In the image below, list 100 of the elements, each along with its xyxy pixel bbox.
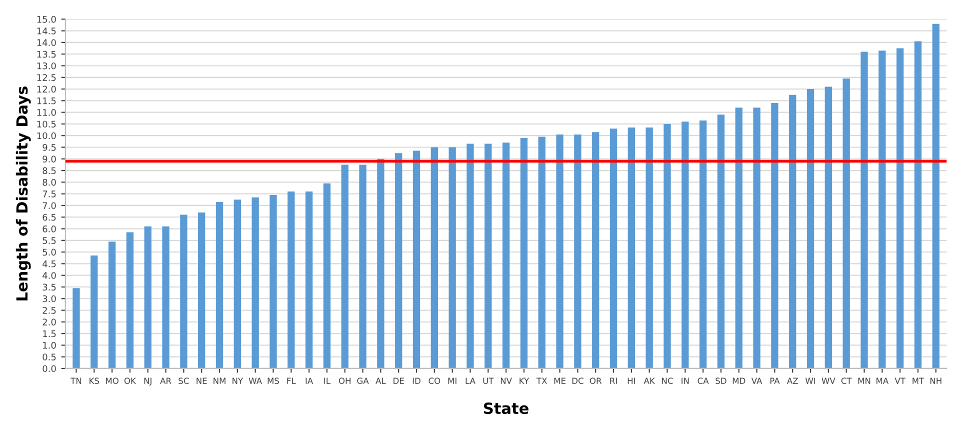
x-tick-label: TN <box>70 378 82 384</box>
bar <box>717 114 725 368</box>
y-tick-label: 2.0 <box>42 318 56 326</box>
bar <box>699 120 707 368</box>
bar <box>108 242 116 368</box>
bar <box>252 197 259 368</box>
bar <box>341 164 348 368</box>
bar <box>430 147 438 368</box>
bar <box>484 144 492 368</box>
x-tick-label: VT <box>894 378 906 384</box>
x-tick-label: AR <box>160 378 172 384</box>
y-tick-label: 2.5 <box>42 307 56 314</box>
y-tick-label: 10.5 <box>37 120 56 128</box>
x-tick-label: MN <box>858 378 870 384</box>
x-tick-label: MS <box>268 378 280 384</box>
bar <box>198 212 206 368</box>
x-tick-label: SC <box>178 378 189 384</box>
y-tick-label: 15.0 <box>37 16 56 23</box>
x-tick-label: CA <box>698 378 709 384</box>
y-tick-label: 8.0 <box>42 178 56 186</box>
x-tick-label: AZ <box>786 378 798 384</box>
y-tick-label: 3.0 <box>42 295 56 302</box>
bar <box>682 122 689 368</box>
bar <box>932 24 940 368</box>
x-tick-label: AL <box>376 378 386 384</box>
bar <box>538 136 546 368</box>
x-tick-label: ID <box>412 378 420 384</box>
bar <box>842 78 850 368</box>
x-tick-label: NM <box>214 378 226 384</box>
y-tick-label: 1.5 <box>43 330 56 338</box>
x-tick-label: OR <box>590 378 602 384</box>
bar <box>610 128 618 368</box>
y-tick-label: 7.0 <box>42 202 56 210</box>
y-tick-label: 5.5 <box>42 237 56 244</box>
y-tick-label: 10.0 <box>37 132 56 140</box>
y-tick-label: 4.0 <box>42 272 56 279</box>
bar <box>466 144 474 368</box>
x-tick-label: IA <box>306 378 314 384</box>
bar <box>520 138 528 368</box>
bar <box>556 134 564 368</box>
bar <box>126 232 134 368</box>
bar <box>90 256 98 368</box>
x-tick-label: LA <box>466 378 476 384</box>
bar <box>180 214 188 368</box>
y-tick-label: 13.5 <box>37 50 56 58</box>
x-tick-label: WV <box>822 378 836 384</box>
bar <box>323 183 331 368</box>
y-tick-label: 5.0 <box>42 248 56 256</box>
x-tick-label: IL <box>324 378 330 384</box>
y-axis-title: Length of Disability Days <box>16 86 31 300</box>
x-tick-label: NV <box>500 378 512 384</box>
y-tick-label: 12.5 <box>37 74 56 81</box>
x-tick-label: MT <box>912 378 924 384</box>
bar <box>592 132 600 368</box>
y-tick-label: 12.0 <box>37 86 56 93</box>
x-axis-title: State <box>484 402 528 414</box>
bar <box>412 150 420 368</box>
bar <box>914 41 922 368</box>
y-tick-label: 6.0 <box>42 225 56 232</box>
y-tick-label: 8.5 <box>42 167 56 174</box>
bar <box>771 103 778 368</box>
x-tick-label: VA <box>751 378 762 384</box>
bar <box>806 89 814 368</box>
bar <box>216 202 224 368</box>
x-tick-label: GA <box>357 378 369 384</box>
x-tick-label: KS <box>90 378 100 384</box>
bar <box>305 192 313 368</box>
y-tick-label: 11.5 <box>37 98 56 104</box>
y-tick-label: 9.0 <box>42 156 56 162</box>
bar <box>502 142 510 368</box>
bar <box>664 124 671 368</box>
bar <box>735 108 742 368</box>
x-tick-label: FL <box>287 378 296 384</box>
y-tick-label: 0.0 <box>42 365 56 372</box>
y-tick-label: 6.5 <box>42 214 56 221</box>
y-tick-label: 1.0 <box>43 342 56 349</box>
x-tick-label: NH <box>930 378 942 384</box>
x-tick-label: SD <box>716 378 726 384</box>
x-tick-label: AK <box>644 378 656 384</box>
bar <box>878 50 886 368</box>
x-tick-label: IN <box>682 378 689 384</box>
bar <box>646 127 653 368</box>
bar <box>377 158 384 368</box>
bar <box>395 153 402 368</box>
x-tick-label: DC <box>572 378 584 384</box>
bar <box>628 127 636 368</box>
x-tick-label: MD <box>732 378 746 384</box>
y-tick-label: 11.0 <box>37 109 56 116</box>
x-tick-label: KY <box>520 378 530 384</box>
y-tick-label: 7.5 <box>42 190 56 198</box>
x-tick-label: NE <box>196 378 207 384</box>
bar <box>789 94 796 368</box>
bar <box>896 48 904 368</box>
y-tick-label: 14.5 <box>37 28 56 34</box>
y-tick-label: 14.0 <box>37 39 56 46</box>
x-tick-label: OH <box>338 378 350 384</box>
bar <box>234 200 241 368</box>
x-tick-label: UT <box>483 378 494 384</box>
x-tick-label: ME <box>554 378 566 384</box>
y-tick-label: 3.5 <box>42 284 56 291</box>
